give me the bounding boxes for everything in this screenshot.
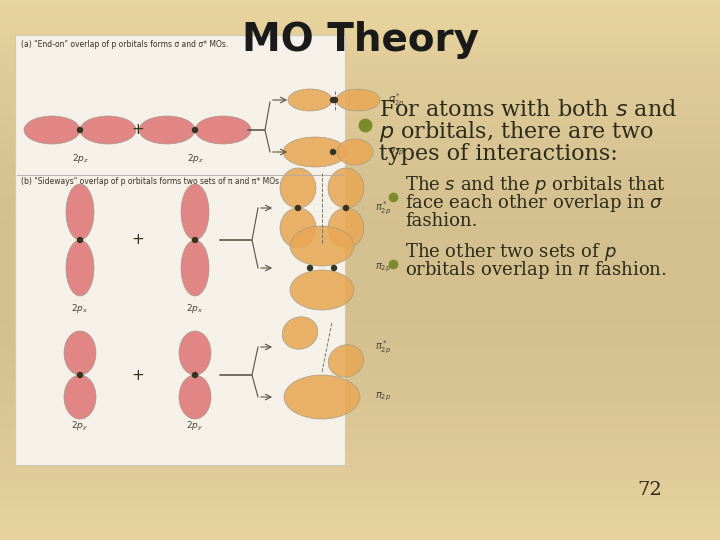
Text: +: +: [132, 368, 145, 382]
Ellipse shape: [328, 208, 364, 248]
Circle shape: [192, 127, 197, 132]
Circle shape: [307, 266, 312, 271]
Text: $\pi^*_{2p}$: $\pi^*_{2p}$: [375, 199, 391, 217]
Text: For atoms with both $s$ and: For atoms with both $s$ and: [379, 99, 677, 121]
Text: +: +: [132, 123, 145, 138]
Circle shape: [343, 206, 348, 211]
Text: 72: 72: [638, 481, 662, 499]
Ellipse shape: [336, 89, 380, 111]
Circle shape: [331, 266, 336, 271]
Ellipse shape: [290, 270, 354, 310]
Text: orbitals overlap in $\pi$ fashion.: orbitals overlap in $\pi$ fashion.: [405, 259, 667, 281]
Text: fashion.: fashion.: [405, 212, 477, 230]
Text: types of interactions:: types of interactions:: [379, 143, 618, 165]
Ellipse shape: [280, 208, 316, 248]
Ellipse shape: [181, 184, 209, 240]
Ellipse shape: [66, 184, 94, 240]
Text: $\pi^*_{2p}$: $\pi^*_{2p}$: [375, 338, 391, 356]
Circle shape: [78, 238, 83, 242]
Text: (b) "Sideways" overlap of p orbitals forms two sets of π and π* MOs.: (b) "Sideways" overlap of p orbitals for…: [21, 177, 282, 186]
Text: $2p_y$: $2p_y$: [71, 420, 89, 433]
Ellipse shape: [280, 168, 316, 208]
Bar: [15, 35, 345, 465]
Text: MO Theory: MO Theory: [241, 21, 479, 59]
Text: The other two sets of $p$: The other two sets of $p$: [405, 241, 617, 263]
Ellipse shape: [282, 317, 318, 349]
Text: $2p_x$: $2p_x$: [71, 302, 89, 315]
Ellipse shape: [284, 375, 360, 419]
Ellipse shape: [195, 116, 251, 144]
Text: $2p_x$: $2p_x$: [186, 302, 204, 315]
Text: +: +: [132, 233, 145, 247]
Ellipse shape: [337, 139, 373, 165]
Circle shape: [295, 206, 300, 211]
Ellipse shape: [290, 226, 354, 266]
Ellipse shape: [179, 331, 211, 375]
Ellipse shape: [179, 375, 211, 419]
Ellipse shape: [64, 331, 96, 375]
Text: $p$ orbitals, there are two: $p$ orbitals, there are two: [379, 119, 654, 145]
Text: $\pi_{2p}$: $\pi_{2p}$: [375, 262, 391, 274]
Text: (a) "End-on" overlap of p orbitals forms σ and σ* MOs.: (a) "End-on" overlap of p orbitals forms…: [21, 40, 228, 49]
Ellipse shape: [66, 240, 94, 296]
Circle shape: [192, 238, 197, 242]
Text: $2p_z$: $2p_z$: [71, 152, 89, 165]
Circle shape: [330, 98, 336, 103]
Ellipse shape: [181, 240, 209, 296]
Ellipse shape: [283, 137, 347, 167]
Text: $2p_z$: $2p_z$: [186, 152, 204, 165]
Circle shape: [78, 127, 83, 132]
Ellipse shape: [139, 116, 195, 144]
Circle shape: [78, 373, 83, 377]
Text: $\sigma^*_{2p}$: $\sigma^*_{2p}$: [388, 91, 405, 109]
Ellipse shape: [24, 116, 80, 144]
Text: $\sigma_{2p}$: $\sigma_{2p}$: [388, 146, 405, 158]
Circle shape: [192, 373, 197, 377]
Circle shape: [333, 98, 338, 103]
Ellipse shape: [80, 116, 136, 144]
Ellipse shape: [288, 89, 332, 111]
Ellipse shape: [328, 168, 364, 208]
Ellipse shape: [64, 375, 96, 419]
Text: face each other overlap in $\sigma$: face each other overlap in $\sigma$: [405, 192, 663, 214]
Text: $2p_y$: $2p_y$: [186, 420, 204, 433]
Circle shape: [330, 150, 336, 154]
Ellipse shape: [328, 345, 364, 377]
Text: The $s$ and the $p$ orbitals that: The $s$ and the $p$ orbitals that: [405, 174, 666, 196]
Text: $\pi_{2p}$: $\pi_{2p}$: [375, 391, 391, 403]
